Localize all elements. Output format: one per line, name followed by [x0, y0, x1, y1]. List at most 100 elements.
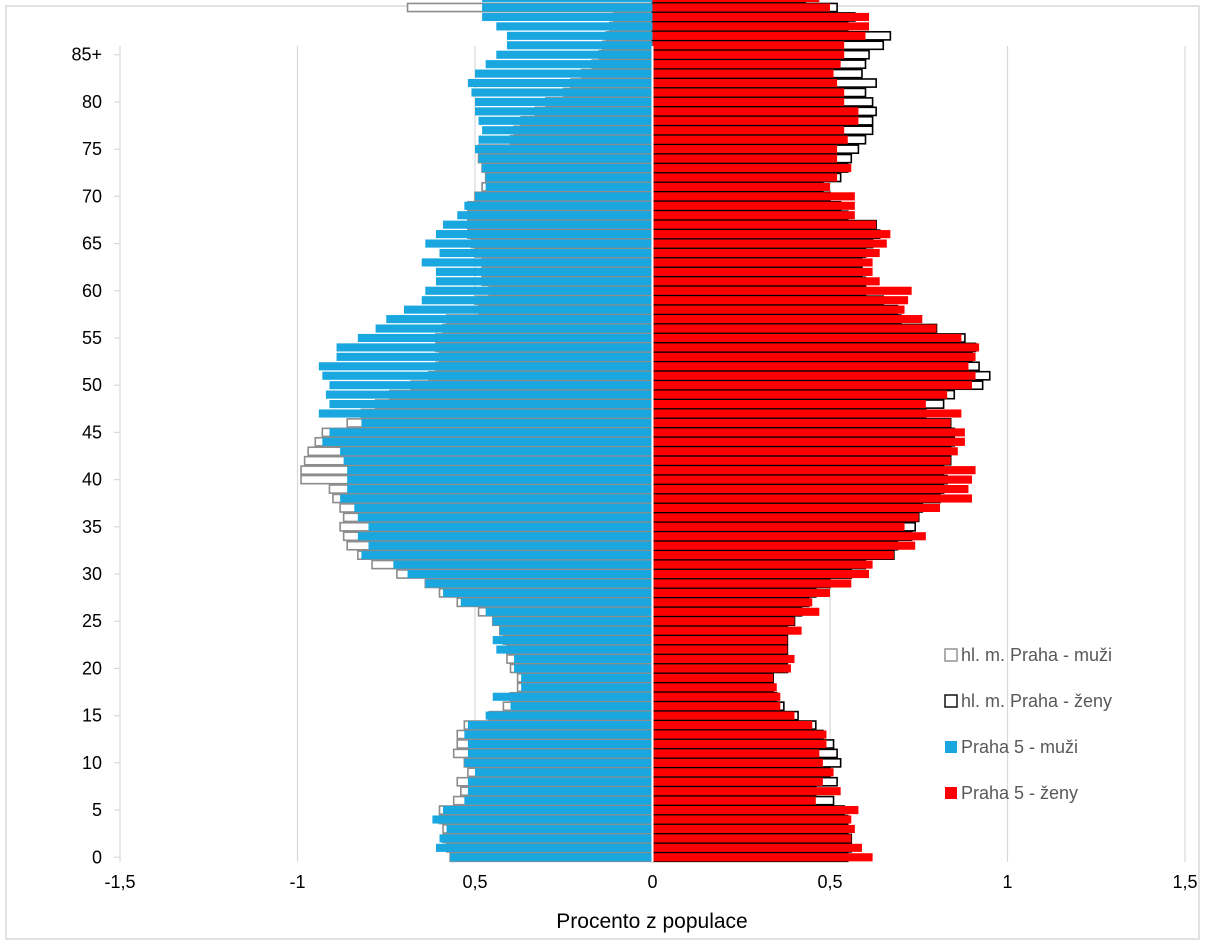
bar-praha5-zeny	[652, 711, 795, 720]
y-tick-label: 70	[82, 186, 102, 206]
y-tick-label: 75	[82, 139, 102, 159]
bar-praha5-muzi	[340, 494, 653, 503]
bar-praha5-zeny	[652, 211, 855, 220]
x-tick-label: -1,5	[104, 872, 135, 892]
bar-praha5-muzi	[361, 551, 653, 560]
bar-praha5-zeny	[652, 248, 880, 258]
bar-praha5-muzi	[318, 362, 653, 371]
bar-praha5-zeny	[652, 381, 972, 390]
bar-praha5-zeny	[652, 400, 926, 409]
bar-praha5-zeny	[652, 787, 841, 796]
bar-praha5-zeny	[652, 116, 859, 125]
bar-praha5-muzi	[485, 711, 653, 720]
bar-praha5-muzi	[482, 0, 653, 3]
bar-praha5-muzi	[347, 484, 653, 494]
bar-praha5-zeny	[652, 683, 777, 692]
axes: -1,5 -1 0,5 0 0,5 1 1,5 0 5 10 15 20 25 30 35 40 45 50 55 6…	[71, 45, 1197, 892]
legend-swatch	[944, 648, 958, 662]
bar-praha5-muzi	[485, 182, 653, 191]
bar-praha5-muzi	[421, 258, 653, 267]
bar-praha5-muzi	[404, 305, 653, 314]
bar-praha5-muzi	[467, 749, 653, 758]
bar-praha5-zeny	[652, 371, 976, 380]
bar-praha5-zeny	[652, 815, 852, 824]
bar-praha5-zeny	[652, 569, 870, 579]
bar-praha5-muzi	[467, 739, 653, 749]
bar-praha5-zeny	[652, 343, 980, 352]
bar-praha5-muzi	[457, 211, 653, 220]
bar-praha5-zeny	[652, 192, 855, 201]
legend-label: hl. m. Praha - ženy	[961, 691, 1112, 711]
bar-praha5-muzi	[475, 145, 653, 154]
bar-praha5-muzi	[439, 248, 653, 258]
bar-praha5-zeny	[652, 692, 781, 701]
y-tick-label: 35	[82, 517, 102, 537]
legend-swatch	[944, 694, 958, 708]
bar-praha5-zeny	[652, 418, 951, 428]
bar-praha5-muzi	[521, 673, 653, 682]
bar-praha5-zeny	[652, 50, 845, 59]
bar-praha5-zeny	[652, 305, 905, 314]
bar-praha5-muzi	[475, 107, 653, 116]
bar-praha5-zeny	[652, 126, 845, 135]
bar-praha5-muzi	[496, 22, 653, 31]
bar-praha5-zeny	[652, 853, 873, 862]
y-tick-label: 40	[82, 470, 102, 490]
bar-praha5-zeny	[652, 834, 852, 843]
bars	[300, 0, 991, 863]
bar-praha5-zeny	[652, 230, 891, 239]
bar-praha5-zeny	[652, 607, 820, 616]
bar-praha5-zeny	[652, 484, 969, 494]
bar-praha5-zeny	[652, 182, 830, 191]
y-tick-label: 45	[82, 422, 102, 442]
x-tick-label: 0,5	[462, 872, 487, 892]
bar-praha5-zeny	[652, 88, 845, 97]
bar-praha5-muzi	[467, 787, 653, 796]
bar-praha5-muzi	[496, 50, 653, 59]
bar-praha5-zeny	[652, 12, 870, 22]
bar-praha5-zeny	[652, 267, 873, 276]
y-tick-label: 65	[82, 234, 102, 254]
bar-praha5-muzi	[478, 135, 653, 144]
legend-label: hl. m. Praha - muži	[961, 645, 1112, 665]
y-tick-label: 10	[82, 753, 102, 773]
bar-praha5-muzi	[514, 654, 653, 664]
bar-praha5-zeny	[652, 626, 802, 635]
bar-praha5-zeny	[652, 296, 909, 305]
bar-praha5-zeny	[652, 0, 820, 3]
bar-praha5-muzi	[322, 371, 653, 380]
x-axis-title: Procento z populace	[556, 910, 747, 933]
bar-praha5-muzi	[467, 721, 653, 730]
bar-praha5-zeny	[652, 145, 838, 154]
bar-praha5-muzi	[336, 352, 653, 361]
bar-praha5-muzi	[368, 522, 653, 531]
bar-praha5-zeny	[652, 69, 834, 78]
y-tick-label: 5	[92, 800, 102, 820]
bar-praha5-zeny	[652, 60, 841, 69]
bar-praha5-zeny	[652, 824, 855, 834]
bar-praha5-muzi	[478, 154, 653, 163]
y-tick-label: 50	[82, 375, 102, 395]
bar-praha5-zeny	[652, 588, 830, 597]
bar-praha5-muzi	[475, 69, 653, 78]
bar-praha5-muzi	[347, 475, 653, 484]
bar-praha5-muzi	[443, 806, 653, 815]
bar-praha5-muzi	[347, 466, 653, 475]
bar-praha5-zeny	[652, 362, 969, 371]
y-tick-label: 55	[82, 328, 102, 348]
bar-praha5-zeny	[652, 475, 972, 484]
y-tick-label: 15	[82, 706, 102, 726]
bar-praha5-muzi	[467, 78, 653, 88]
bar-praha5-zeny	[652, 154, 838, 163]
bar-praha5-zeny	[652, 390, 948, 399]
bar-praha5-muzi	[485, 60, 653, 69]
bar-praha5-muzi	[485, 173, 653, 182]
bar-praha5-zeny	[652, 664, 791, 673]
bar-praha5-zeny	[652, 749, 820, 758]
bar-praha5-muzi	[506, 31, 653, 40]
x-tick-label: 0,5	[817, 872, 842, 892]
bar-praha5-muzi	[464, 730, 653, 739]
bar-praha5-muzi	[361, 418, 653, 428]
bar-praha5-zeny	[652, 796, 816, 805]
bar-praha5-zeny	[652, 636, 788, 645]
